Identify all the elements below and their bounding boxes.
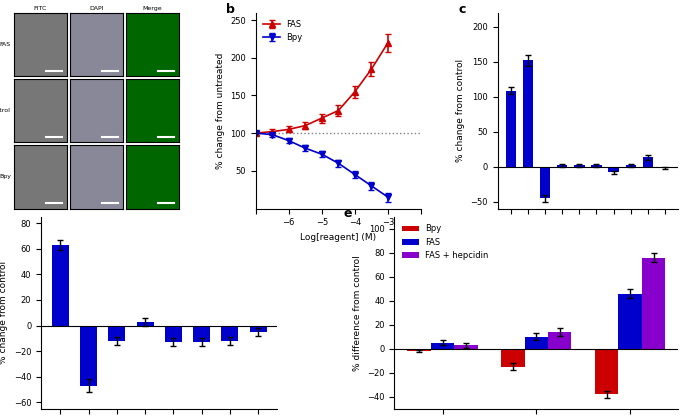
- Bar: [548, 332, 571, 349]
- X-axis label: Treatment (0.3 mM): Treatment (0.3 mM): [543, 247, 633, 256]
- Bar: [454, 345, 477, 349]
- Bar: [540, 166, 550, 198]
- Legend: Bpy, FAS, FAS + hepcidin: Bpy, FAS, FAS + hepcidin: [399, 221, 492, 263]
- X-axis label: Log[reagent] (M): Log[reagent] (M): [300, 233, 377, 242]
- Bar: [643, 157, 653, 166]
- Title: DAPI: DAPI: [89, 6, 103, 11]
- Bar: [642, 258, 665, 349]
- Title: FITC: FITC: [34, 6, 47, 11]
- Bar: [574, 165, 584, 166]
- Text: c: c: [458, 3, 465, 16]
- Title: Merge: Merge: [142, 6, 162, 11]
- Y-axis label: FAS: FAS: [0, 42, 11, 47]
- Bar: [625, 165, 636, 166]
- Bar: [165, 326, 182, 342]
- Bar: [619, 294, 642, 349]
- Bar: [250, 326, 266, 332]
- Bar: [80, 326, 97, 386]
- Bar: [408, 349, 431, 351]
- Legend: FAS, Bpy: FAS, Bpy: [260, 17, 306, 45]
- Y-axis label: % change from control: % change from control: [456, 59, 465, 162]
- Text: b: b: [226, 3, 235, 16]
- Bar: [193, 326, 210, 342]
- Bar: [608, 166, 619, 172]
- Bar: [431, 343, 454, 349]
- Y-axis label: Bpy: Bpy: [0, 174, 11, 179]
- Bar: [221, 326, 238, 341]
- Bar: [525, 337, 548, 349]
- Bar: [595, 349, 619, 394]
- Text: e: e: [343, 207, 352, 220]
- Y-axis label: % change from untreated: % change from untreated: [216, 52, 225, 169]
- Bar: [660, 166, 670, 168]
- Bar: [591, 165, 601, 166]
- Y-axis label: % change from control: % change from control: [0, 261, 8, 364]
- Y-axis label: Control: Control: [0, 108, 11, 113]
- Bar: [523, 60, 534, 166]
- Bar: [501, 349, 525, 367]
- Bar: [506, 91, 516, 166]
- Bar: [557, 165, 567, 166]
- Bar: [137, 322, 153, 326]
- Bar: [108, 326, 125, 341]
- Bar: [52, 245, 68, 326]
- Y-axis label: % difference from control: % difference from control: [353, 255, 362, 371]
